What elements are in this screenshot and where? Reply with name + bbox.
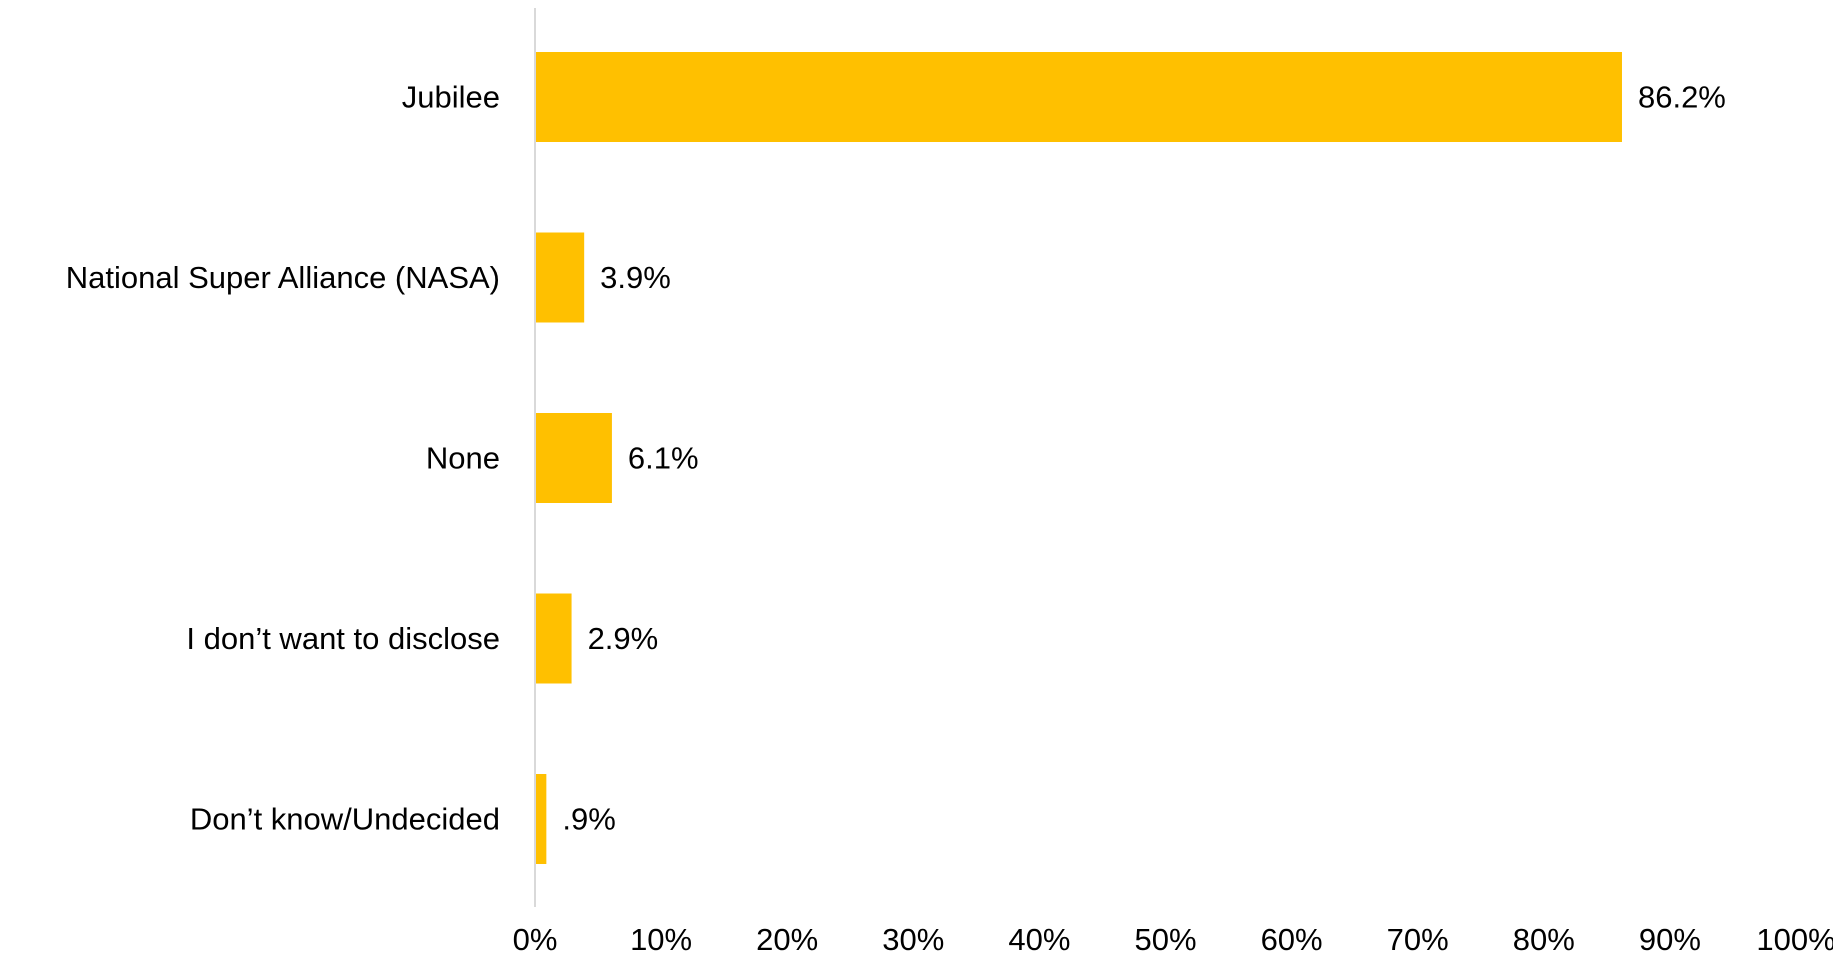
category-label: National Super Alliance (NASA) (66, 260, 500, 295)
data-label: 2.9% (588, 621, 659, 656)
x-tick-label: 20% (756, 922, 818, 957)
x-tick-label: 100% (1756, 922, 1833, 957)
bars-layer (535, 52, 1622, 864)
data-label: 86.2% (1638, 80, 1726, 115)
category-label: Don’t know/Undecided (190, 802, 500, 837)
x-tick-label: 50% (1134, 922, 1196, 957)
category-label: Jubilee (402, 80, 500, 115)
bar (535, 413, 612, 503)
x-tick-label: 80% (1513, 922, 1575, 957)
x-tick-label: 0% (513, 922, 558, 957)
bar (535, 52, 1622, 142)
category-label: I don’t want to disclose (186, 621, 500, 656)
x-tick-label: 30% (882, 922, 944, 957)
category-label: None (426, 441, 500, 476)
data-label: 3.9% (600, 260, 671, 295)
data-label: 6.1% (628, 441, 699, 476)
labels-layer: Jubilee 86.2% National Super Alliance (NAS… (66, 80, 1726, 837)
bar (535, 774, 547, 864)
x-tick-label: 60% (1261, 922, 1323, 957)
data-label: .9% (562, 802, 615, 837)
bar (535, 232, 585, 323)
x-tick-label: 40% (1008, 922, 1070, 957)
x-tick-label: 90% (1639, 922, 1701, 957)
bar (535, 593, 572, 684)
x-tick-label: 70% (1387, 922, 1449, 957)
x-axis-ticks: 0% 10% 20% 30% 40% 50% 60% 70% 80% 90% 100% (513, 922, 1833, 957)
x-tick-label: 10% (630, 922, 692, 957)
